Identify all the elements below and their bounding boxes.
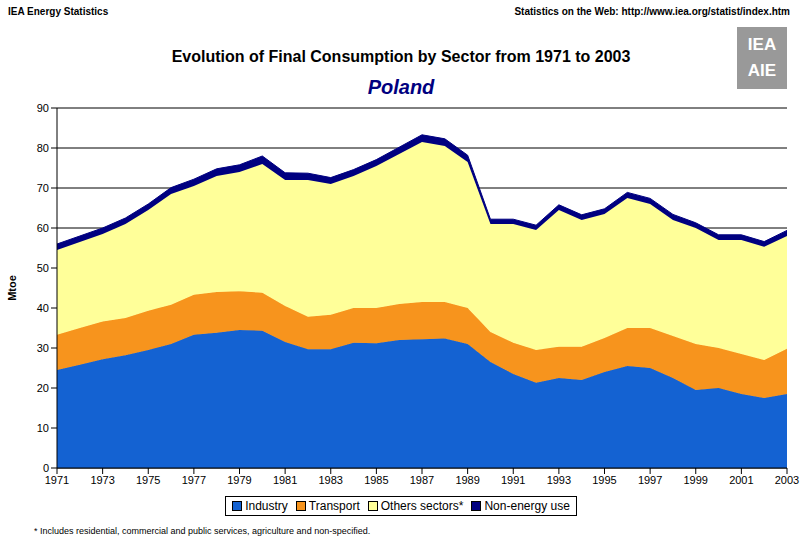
svg-text:1987: 1987 [410,474,434,486]
svg-text:1977: 1977 [182,474,206,486]
svg-text:60: 60 [37,222,49,234]
svg-text:1971: 1971 [45,474,69,486]
html-text:Non-energy use: Non-energy use [484,499,570,513]
svg-text:Mtoe: Mtoe [8,275,18,301]
html-text:Poland: Poland [367,76,435,98]
svg-text:0: 0 [43,462,49,474]
svg-text:1985: 1985 [364,474,388,486]
svg-text:30: 30 [37,342,49,354]
svg-text:2001: 2001 [729,474,753,486]
svg-text:90: 90 [37,102,49,114]
html-text:AIE: AIE [747,61,777,80]
html-text:Industry: Industry [245,499,288,513]
svg-text:1973: 1973 [90,474,114,486]
svg-text:1989: 1989 [455,474,479,486]
svg-text:20: 20 [37,382,49,394]
svg-text:1993: 1993 [547,474,571,486]
svg-text:1999: 1999 [684,474,708,486]
svg-text:2003: 2003 [775,474,794,486]
svg-text:1981: 1981 [273,474,297,486]
svg-text:1983: 1983 [319,474,343,486]
svg-text:50: 50 [37,262,49,274]
html-text:Evolution of Final Consumption: Evolution of Final Consumption by Sector… [171,48,631,65]
svg-text:1997: 1997 [638,474,662,486]
html-text:IEA Energy Statistics: IEA Energy Statistics [8,6,109,17]
svg-text:1975: 1975 [136,474,160,486]
html-text:Statistics on the Web: http://: Statistics on the Web: http://www.iea.or… [514,6,790,17]
svg-text:1979: 1979 [227,474,251,486]
svg-text:10: 10 [37,422,49,434]
svg-text:1991: 1991 [501,474,525,486]
html-text:* Includes residential, commer: * Includes residential, commercial and p… [34,526,371,536]
svg-text:40: 40 [37,302,49,314]
html-text:IEA: IEA [747,35,777,54]
html-text:Others sectors*: Others sectors* [380,499,464,513]
svg-text:80: 80 [37,142,49,154]
html-text:Transport: Transport [308,499,360,513]
svg-text:70: 70 [37,182,49,194]
svg-text:1995: 1995 [592,474,616,486]
